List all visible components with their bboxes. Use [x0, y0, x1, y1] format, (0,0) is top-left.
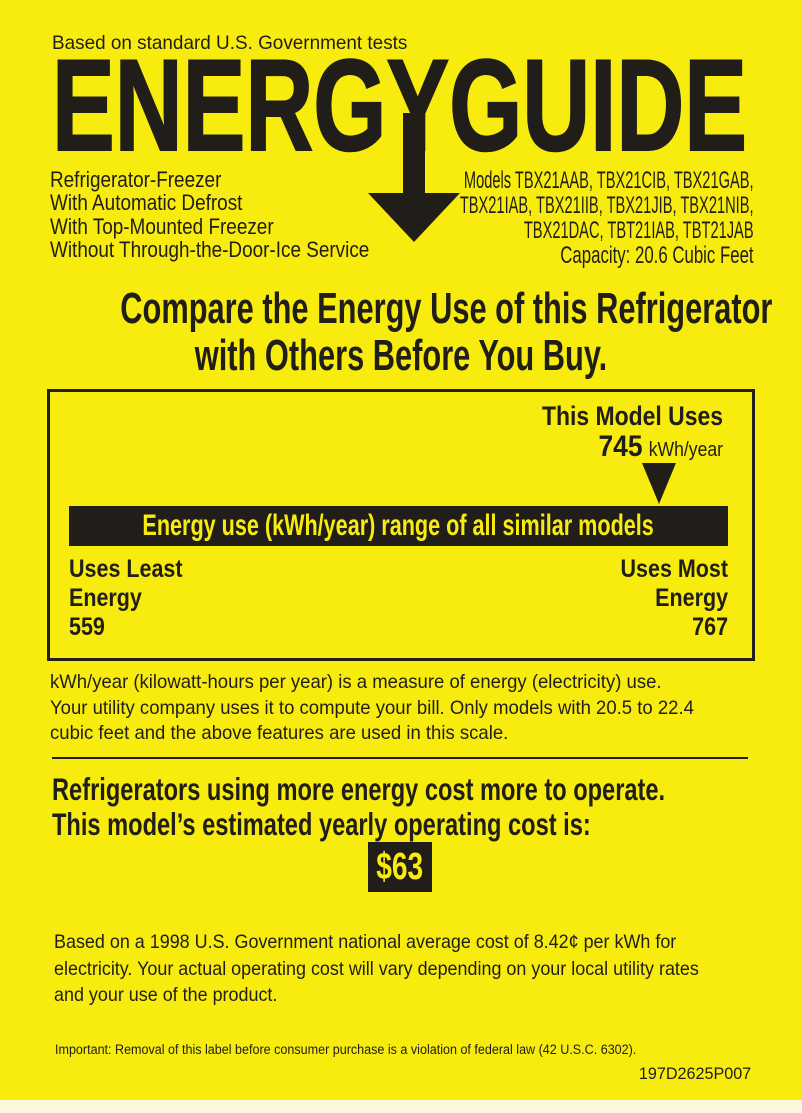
model-number-line: TBX21IAB, TBX21IIB, TBX21JIB, TBX21NIB,	[460, 192, 754, 219]
legal-fine-print: Important: Removal of this label before …	[55, 1041, 680, 1058]
this-model-uses-block: This Model Uses 745 kWh/year	[510, 401, 723, 467]
scale-explanation-line: cubic feet and the above features are us…	[50, 722, 509, 744]
operating-cost-heading-line: Refrigerators using more energy cost mor…	[52, 771, 666, 807]
energy-range-panel: This Model Uses 745 kWh/year Energy use (…	[47, 389, 755, 661]
uses-most-block: Uses Most Energy 767	[603, 555, 728, 642]
uses-least-label-line: Uses Least	[69, 555, 183, 583]
scale-explanation-line: Your utility company uses it to compute …	[50, 696, 694, 719]
scale-explanation-note: kWh/year (kilowatt-hours per year) is a …	[50, 670, 728, 747]
compare-headline: Compare the Energy Use of this Refrigera…	[0, 284, 802, 380]
uses-most-value: 767	[692, 613, 728, 641]
uses-least-value: 559	[69, 613, 105, 641]
cost-basis-note: Based on a 1998 U.S. Government national…	[54, 929, 755, 1009]
uses-least-block: Uses Least Energy 559	[69, 555, 201, 642]
energyguide-logo-text: ENERGYGUIDE	[52, 51, 747, 163]
product-feature-line: With Top-Mounted Freezer	[50, 213, 274, 239]
down-arrow-icon	[368, 113, 460, 242]
product-feature-line: Refrigerator-Freezer	[50, 167, 222, 192]
government-test-note-text: Based on standard U.S. Government tests	[52, 32, 408, 54]
compare-headline-line: with Others Before You Buy.	[194, 330, 608, 380]
product-feature-line: With Automatic Defrost	[50, 190, 243, 216]
model-number-list: Models TBX21AAB, TBX21CIB, TBX21GAB, TBX…	[272, 168, 754, 268]
energy-range-bar-title: Energy use (kWh/year) range of all simil…	[142, 509, 655, 542]
section-divider-rule	[52, 757, 748, 759]
annual-kwh-unit: kWh/year	[648, 439, 723, 461]
legal-fine-print-text: Important: Removal of this label before …	[55, 1042, 637, 1057]
cost-basis-line: Based on a 1998 U.S. Government national…	[54, 931, 677, 953]
label-part-number-text: 197D2625P007	[638, 1064, 751, 1083]
operating-cost-heading: Refrigerators using more energy cost mor…	[52, 772, 802, 842]
scale-explanation-line: kWh/year (kilowatt-hours per year) is a …	[50, 671, 662, 693]
down-triangle-marker-icon	[642, 463, 676, 504]
product-feature-list: Refrigerator-Freezer With Automatic Defr…	[50, 168, 421, 262]
cost-basis-line: and your use of the product.	[54, 984, 278, 1006]
label-bottom-edge	[0, 1100, 802, 1113]
cost-basis-line: electricity. Your actual operating cost …	[54, 957, 699, 980]
this-model-uses-label: This Model Uses	[541, 401, 723, 431]
annual-kwh-value: 745	[598, 430, 643, 463]
energyguide-logo: ENERGYGUIDE	[51, 51, 748, 163]
uses-least-label-line: Energy	[69, 584, 142, 612]
uses-most-label-line: Uses Most	[620, 555, 728, 583]
government-test-note: Based on standard U.S. Government tests	[52, 31, 418, 55]
compare-headline-line: Compare the Energy Use of this Refrigera…	[120, 284, 773, 333]
operating-cost-heading-line: This model’s estimated yearly operating …	[52, 806, 591, 842]
yearly-cost-value: $63	[376, 845, 424, 888]
label-part-number: 197D2625P007	[633, 1064, 751, 1084]
product-feature-line: Without Through-the-Door-Ice Service	[50, 237, 370, 263]
yearly-cost-badge: $63	[368, 842, 432, 892]
capacity-text: Capacity: 20.6 Cubic Feet	[560, 242, 754, 269]
uses-most-label-line: Energy	[655, 584, 728, 612]
model-number-line: TBX21DAC, TBT21IAB, TBT21JAB	[524, 217, 754, 244]
energy-range-bar: Energy use (kWh/year) range of all simil…	[69, 506, 728, 546]
this-model-uses-value-row: 745 kWh/year	[536, 431, 723, 467]
model-number-line: Models TBX21AAB, TBX21CIB, TBX21GAB,	[464, 167, 754, 194]
